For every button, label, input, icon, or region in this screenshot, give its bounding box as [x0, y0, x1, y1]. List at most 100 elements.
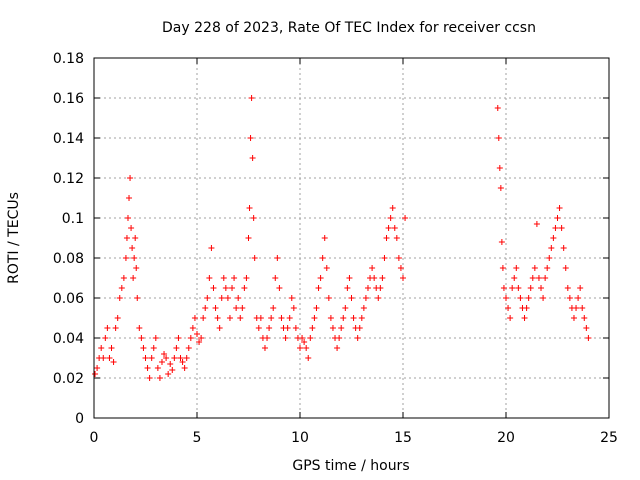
data-point-marker — [538, 285, 545, 291]
data-point-marker — [185, 345, 192, 351]
data-point-marker — [494, 105, 501, 111]
data-point-marker — [395, 255, 402, 261]
data-point-marker — [104, 325, 111, 331]
data-point-marker — [497, 185, 504, 191]
data-point-marker — [513, 265, 520, 271]
x-tick-label: 5 — [193, 430, 202, 446]
data-point-marker — [173, 345, 180, 351]
data-point-marker — [250, 215, 257, 221]
data-point-marker — [123, 235, 130, 241]
data-point-marker — [140, 345, 147, 351]
data-point-marker — [375, 295, 382, 301]
data-point-marker — [556, 205, 563, 211]
data-point-marker — [224, 295, 231, 301]
data-point-marker — [356, 325, 363, 331]
data-point-marker — [108, 345, 115, 351]
y-tick-label: 0.06 — [53, 291, 84, 307]
data-point-marker — [385, 225, 392, 231]
x-tick-label: 0 — [90, 430, 99, 446]
data-point-marker — [158, 359, 165, 365]
data-point-marker — [216, 325, 223, 331]
y-tick-label: 0.02 — [53, 371, 84, 387]
data-point-marker — [251, 255, 258, 261]
data-point-marker — [511, 275, 518, 281]
data-point-marker — [264, 335, 271, 341]
data-point-marker — [321, 235, 328, 241]
data-point-marker — [546, 255, 553, 261]
data-point-marker — [235, 295, 242, 301]
data-point-marker — [92, 371, 99, 377]
data-point-marker — [558, 225, 565, 231]
y-tick-label: 0.1 — [62, 211, 84, 227]
data-point-marker — [179, 359, 186, 365]
data-point-marker — [389, 205, 396, 211]
data-point-marker — [187, 335, 194, 341]
data-point-marker — [110, 359, 117, 365]
data-point-marker — [261, 345, 268, 351]
data-point-marker — [383, 235, 390, 241]
data-point-marker — [163, 355, 170, 361]
data-point-marker — [517, 295, 524, 301]
data-point-marker — [338, 325, 345, 331]
data-point-marker — [379, 275, 386, 281]
data-point-marker — [585, 335, 592, 341]
x-tick-labels: 0 5 10 15 20 25 — [90, 430, 618, 446]
data-point-marker — [498, 239, 505, 245]
data-point-marker — [241, 285, 248, 291]
data-point-marker — [257, 315, 264, 321]
data-point-marker — [369, 265, 376, 271]
data-point-marker — [191, 315, 198, 321]
data-point-marker — [156, 375, 163, 381]
data-point-marker — [161, 351, 168, 357]
data-point-marker — [278, 315, 285, 321]
data-point-marker — [282, 335, 289, 341]
y-tick-label: 0.04 — [53, 331, 84, 347]
data-point-marker — [270, 305, 277, 311]
data-point-marker — [344, 285, 351, 291]
data-points — [92, 95, 592, 381]
data-point-marker — [128, 225, 135, 231]
data-point-marker — [255, 325, 262, 331]
data-point-marker — [112, 325, 119, 331]
data-point-marker — [499, 265, 506, 271]
data-point-marker — [177, 355, 184, 361]
data-point-marker — [297, 345, 303, 351]
data-point-marker — [243, 275, 250, 281]
data-point-marker — [94, 365, 101, 371]
data-point-marker — [350, 315, 357, 321]
data-point-marker — [245, 235, 252, 241]
data-point-marker — [299, 335, 306, 341]
data-point-marker — [286, 315, 293, 321]
data-point-marker — [566, 295, 573, 301]
data-point-marker — [505, 305, 512, 311]
data-point-marker — [118, 285, 125, 291]
data-point-marker — [206, 275, 213, 281]
data-point-marker — [503, 295, 509, 301]
data-point-marker — [122, 255, 129, 261]
data-point-marker — [249, 155, 256, 161]
data-point-marker — [550, 235, 557, 241]
data-point-marker — [548, 245, 555, 251]
y-tick-label: 0.14 — [53, 131, 84, 147]
data-point-marker — [562, 265, 569, 271]
data-point-marker — [152, 335, 159, 341]
data-point-marker — [198, 335, 205, 341]
data-point-marker — [167, 361, 174, 367]
data-point-marker — [340, 315, 347, 321]
y-tick-label: 0 — [75, 411, 84, 427]
data-point-marker — [98, 345, 105, 351]
data-point-marker — [292, 325, 299, 331]
data-point-marker — [364, 285, 371, 291]
data-point-marker — [393, 235, 400, 241]
data-point-marker — [500, 285, 507, 291]
data-point-marker — [136, 325, 143, 331]
data-point-marker — [114, 315, 121, 321]
data-point-marker — [233, 305, 240, 311]
x-tick-label: 20 — [497, 430, 515, 446]
data-point-marker — [387, 215, 394, 221]
data-point-marker — [581, 315, 588, 321]
data-point-marker — [577, 285, 584, 291]
data-point-marker — [325, 295, 332, 301]
